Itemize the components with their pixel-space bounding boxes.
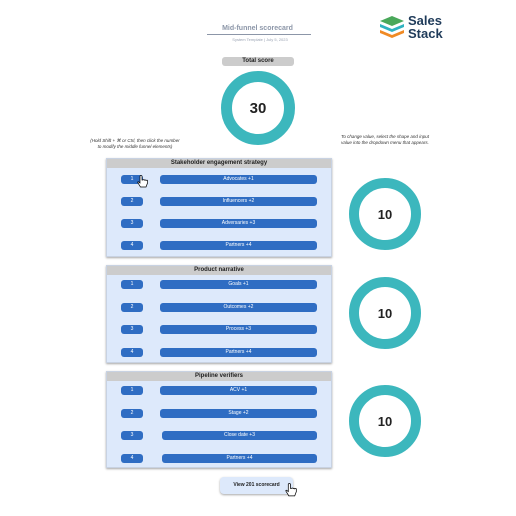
section-product-narrative: Product narrative 1 Goals +1 2 Outcomes … <box>106 265 332 363</box>
score-option-1-button[interactable]: 1 <box>121 386 143 395</box>
logo-text-line2: Stack <box>408 26 443 41</box>
hand-pointer-icon <box>285 483 297 497</box>
section-title: Stakeholder engagement strategy <box>107 159 331 168</box>
score-option-2-button[interactable]: 2 <box>121 409 143 418</box>
option-process-button[interactable]: Process +3 <box>160 325 317 334</box>
section-pipeline-verifiers: Pipeline verifiers 1 ACV +1 2 Stage +2 3… <box>106 371 332 468</box>
section-score-ring: 10 <box>349 277 421 349</box>
section-stakeholder-engagement: Stakeholder engagement strategy 1 Advoca… <box>106 158 332 257</box>
score-option-4-button[interactable]: 4 <box>121 348 143 357</box>
logo-text-line1: Sales <box>408 13 442 28</box>
instruction-note-left: (Hold Shift + ⌘ or Ctrl, then click the … <box>90 138 180 149</box>
option-partners-button[interactable]: Partners +4 <box>160 348 317 357</box>
score-option-3-button[interactable]: 3 <box>121 219 143 228</box>
score-option-2-button[interactable]: 2 <box>121 303 143 312</box>
view-scorecard-button[interactable]: View 201 scorecard <box>220 477 293 494</box>
score-option-3-button[interactable]: 3 <box>121 431 143 440</box>
score-option-4-button[interactable]: 4 <box>121 241 143 250</box>
score-option-2-button[interactable]: 2 <box>121 197 143 206</box>
score-option-1-button[interactable]: 1 <box>121 175 143 184</box>
score-option-1-button[interactable]: 1 <box>121 280 143 289</box>
total-score-ring: 30 <box>221 71 295 145</box>
section-score-ring: 10 <box>349 178 421 250</box>
section-title: Pipeline verifiers <box>107 372 331 381</box>
option-stage-button[interactable]: Stage +2 <box>160 409 317 418</box>
title-divider <box>207 34 311 35</box>
option-goals-button[interactable]: Goals +1 <box>160 280 317 289</box>
section-title: Product narrative <box>107 266 331 275</box>
option-acv-button[interactable]: ACV +1 <box>160 386 317 395</box>
option-partners-button[interactable]: Partners +4 <box>160 241 317 250</box>
option-outcomes-button[interactable]: Outcomes +2 <box>160 303 317 312</box>
option-adversaries-button[interactable]: Adversaries +3 <box>160 219 317 228</box>
hand-pointer-icon <box>137 175 148 188</box>
option-partners-button[interactable]: Partners +4 <box>162 454 317 463</box>
section-score-ring: 10 <box>349 385 421 457</box>
sales-stack-logo: Sales Stack <box>378 14 453 42</box>
stack-layers-icon <box>380 16 404 38</box>
score-option-3-button[interactable]: 3 <box>121 325 143 334</box>
page-subtitle: System Template | July 5, 2023 <box>232 37 288 42</box>
instruction-note-right: To change value, select the shape and in… <box>341 134 429 145</box>
page-title: Mid-funnel scorecard <box>222 25 293 32</box>
score-option-4-button[interactable]: 4 <box>121 454 143 463</box>
option-influencers-button[interactable]: Influencers +2 <box>160 197 317 206</box>
option-advocates-button[interactable]: Advocates +1 <box>160 175 317 184</box>
option-close-date-button[interactable]: Close date +3 <box>162 431 317 440</box>
total-score-label: Total score <box>222 57 294 66</box>
